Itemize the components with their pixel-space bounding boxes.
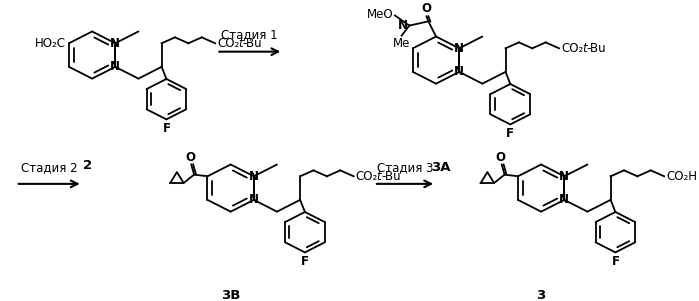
Text: O: O (185, 151, 195, 164)
Text: t: t (582, 42, 586, 55)
Text: N: N (110, 37, 120, 50)
Text: HO₂C: HO₂C (35, 37, 66, 50)
Text: 3: 3 (537, 290, 546, 301)
Text: Стадия 2: Стадия 2 (21, 161, 78, 174)
Text: N: N (110, 60, 120, 73)
Text: -Bu: -Bu (243, 37, 262, 50)
Text: t: t (238, 37, 243, 50)
Text: CO₂H: CO₂H (666, 170, 697, 183)
Text: MeO: MeO (366, 8, 393, 21)
Text: -Bu: -Bu (382, 170, 401, 183)
Text: F: F (506, 127, 514, 140)
Text: N: N (249, 193, 259, 206)
Text: N: N (559, 193, 569, 206)
Text: N: N (559, 170, 569, 183)
Text: 3B: 3B (221, 290, 240, 301)
Text: CO₂: CO₂ (356, 170, 377, 183)
Text: F: F (301, 255, 309, 268)
Text: CO₂: CO₂ (561, 42, 583, 55)
Text: Me: Me (393, 37, 410, 50)
Text: 2: 2 (82, 159, 92, 172)
Text: O: O (421, 2, 431, 15)
Text: F: F (162, 122, 171, 135)
Text: N: N (398, 19, 408, 32)
Text: O: O (496, 151, 506, 164)
Text: CO₂: CO₂ (217, 37, 239, 50)
Text: N: N (454, 65, 464, 78)
Text: Стадия 1: Стадия 1 (222, 29, 278, 42)
Text: t: t (377, 170, 381, 183)
Text: Стадия 3: Стадия 3 (377, 161, 433, 174)
Text: 3A: 3A (431, 161, 451, 175)
Text: N: N (249, 170, 259, 183)
Text: -Bu: -Bu (586, 42, 606, 55)
Text: F: F (612, 255, 619, 268)
Text: N: N (454, 42, 464, 55)
